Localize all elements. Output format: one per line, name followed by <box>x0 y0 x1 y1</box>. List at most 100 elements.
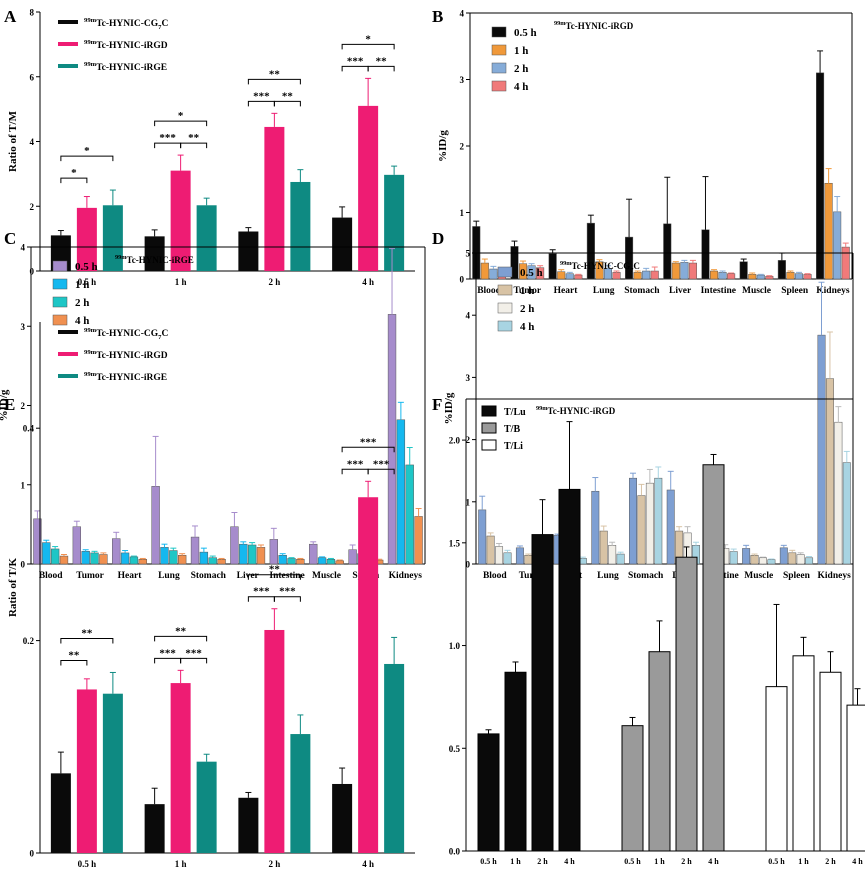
significance-bracket <box>247 78 301 85</box>
x-tick-label: Muscle <box>744 571 773 581</box>
significance-label: ** <box>269 68 281 80</box>
legend-label: T/B <box>504 424 520 435</box>
legend-label: 99mTc-HYNIC-iRGE <box>84 371 167 383</box>
significance-label: * <box>365 33 371 45</box>
chart-title: 99mTc-HYNIC-iRGD <box>536 405 616 416</box>
significance-label: *** <box>159 647 176 659</box>
bar <box>788 552 797 565</box>
bar <box>332 217 353 271</box>
legend-swatch <box>497 320 513 332</box>
significance-label: *** <box>159 132 176 144</box>
label-sup: 99m <box>554 20 566 27</box>
y-tick-label: 4 <box>466 311 471 321</box>
bar <box>792 655 815 852</box>
bar <box>477 733 500 852</box>
bar <box>138 558 147 565</box>
significance-label: * <box>178 110 184 122</box>
x-tick-label: 2 h <box>268 859 280 869</box>
panel-letter: C <box>4 229 16 248</box>
label-main: Tc-HYNIC-iRGE <box>127 255 194 265</box>
label-main: Tc-HYNIC-CG <box>572 261 631 271</box>
panel-letter: F <box>432 395 442 414</box>
bar <box>702 464 725 852</box>
bar <box>616 553 625 565</box>
bar <box>637 495 646 565</box>
label-main: Tc-HYNIC-iRGE <box>96 63 167 73</box>
bar <box>144 804 165 853</box>
y-tick-label: 1 <box>466 497 471 507</box>
significance-bracket <box>60 637 114 644</box>
legend: 99mTc-HYNIC-CG7C99mTc-HYNIC-iRGD99mTc-HY… <box>58 17 168 73</box>
bar <box>727 273 736 280</box>
bar <box>642 270 651 280</box>
legend-swatch <box>491 62 507 74</box>
legend-label: 99mTc-HYNIC-CG7C <box>84 327 168 341</box>
bar <box>621 725 644 852</box>
bar <box>767 559 776 565</box>
bar <box>278 555 287 565</box>
x-tick-label: 4 h <box>362 859 374 869</box>
bar <box>729 551 738 565</box>
panel-letter: B <box>432 7 443 26</box>
x-tick-label: 0.5 h <box>78 277 97 287</box>
chart-title: 99mTc-HYNIC-iRGD <box>554 20 634 31</box>
label-sup: 99m <box>84 371 97 378</box>
y-tick-label: 0 <box>460 275 465 285</box>
label-sup: 99m <box>115 254 127 261</box>
bar <box>557 271 566 280</box>
bar <box>825 378 834 565</box>
bar <box>591 490 600 565</box>
bar <box>129 556 139 565</box>
legend: 0.5 h 1 h 2 h 4 h <box>491 26 537 93</box>
x-tick-label: Heart <box>118 571 143 581</box>
y-tick-label: 2 <box>466 435 471 445</box>
y-tick-label: 0.0 <box>449 847 461 857</box>
bar <box>680 262 689 280</box>
bar <box>663 223 672 280</box>
bar <box>633 272 642 280</box>
significance-label: ** <box>68 649 80 661</box>
significance-bracket <box>60 659 88 666</box>
x-tick-label: Stomach <box>624 286 660 296</box>
y-tick-label: 0 <box>21 560 26 570</box>
bar <box>688 262 697 280</box>
x-tick-label: Kidneys <box>816 286 850 296</box>
label-main: Tc-HYNIC-CG <box>96 19 159 29</box>
bar <box>833 211 842 280</box>
x-tick-label: 2 h <box>268 277 280 287</box>
significance-bracket <box>341 43 395 50</box>
legend-swatch <box>481 422 497 434</box>
y-tick-label: 0 <box>30 849 35 859</box>
bar <box>756 274 765 280</box>
label-sup: 99m <box>560 260 572 267</box>
bar <box>102 693 123 853</box>
bar <box>796 554 805 565</box>
significance-label: *** <box>373 458 390 470</box>
y-tick-label: 4 <box>460 9 465 19</box>
legend-label: 1 h <box>514 45 528 57</box>
significance-label: *** <box>347 55 364 67</box>
legend-swatch <box>481 405 497 417</box>
bar <box>524 555 533 565</box>
x-tick-label: 2 h <box>681 857 692 866</box>
bar <box>326 558 336 565</box>
y-tick-label: 0.2 <box>23 636 35 646</box>
legend-label: 1 h <box>520 285 534 297</box>
significance-label: ** <box>269 564 281 576</box>
bar <box>90 552 99 565</box>
x-tick-label: 4 h <box>564 857 575 866</box>
x-tick-label: 1 h <box>175 277 187 287</box>
legend-swatch <box>52 314 68 326</box>
bar <box>358 497 379 853</box>
label-sup: 99m <box>84 39 97 46</box>
bar <box>190 536 200 565</box>
bar <box>759 557 767 565</box>
bar <box>264 629 285 853</box>
legend-swatch <box>491 80 507 92</box>
label-main: Tc-HYNIC-CG <box>96 329 159 339</box>
label-main: Tc-HYNIC-iRGE <box>96 373 167 383</box>
bar <box>170 170 191 271</box>
significance-bracket <box>367 468 395 475</box>
y-tick-label: 1 <box>21 480 26 490</box>
x-tick-label: Kidneys <box>818 571 852 581</box>
